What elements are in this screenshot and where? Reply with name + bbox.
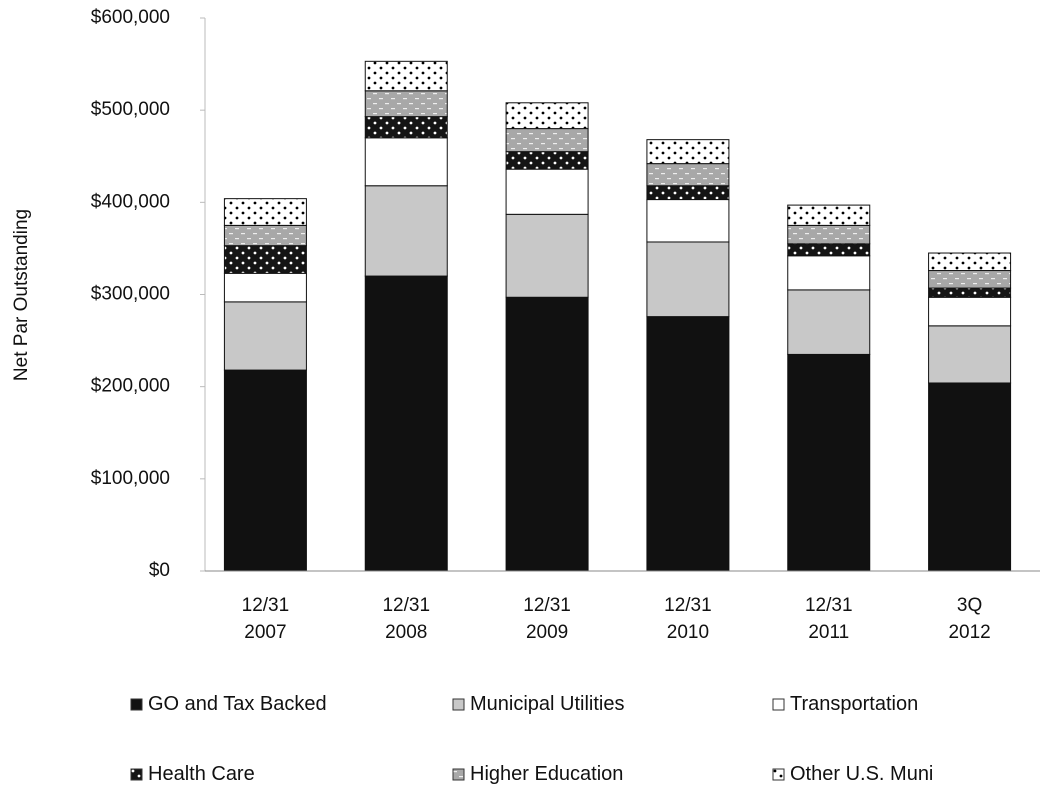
legend-swatch xyxy=(452,698,465,710)
bar-segment xyxy=(223,301,307,371)
bar-segment xyxy=(646,163,730,187)
x-tick-label: 12/31 2008 xyxy=(382,595,431,643)
legend-swatch xyxy=(130,768,143,780)
legend-entry: Higher Education xyxy=(452,763,623,786)
y-tick-label: $100,000 xyxy=(91,468,170,489)
legend-label: Higher Education xyxy=(470,763,624,785)
y-tick-label: $500,000 xyxy=(91,99,170,120)
bar-segment xyxy=(646,199,730,243)
x-tick-label: 3Q 2012 xyxy=(948,595,991,643)
bar-segment xyxy=(505,296,589,572)
bar-segment xyxy=(787,289,871,355)
x-tick-label: 12/31 2009 xyxy=(523,595,571,643)
bar-segment xyxy=(223,369,307,572)
legend-entry: Municipal Utilities xyxy=(452,693,625,716)
legend-swatch xyxy=(772,768,785,780)
y-tick-label: $0 xyxy=(149,560,170,581)
bar-segment xyxy=(646,185,730,201)
bar-segment xyxy=(928,270,1012,289)
bar-segment xyxy=(223,224,307,247)
y-tick-label: $200,000 xyxy=(91,376,170,397)
bar-segment xyxy=(787,255,871,291)
bar-segment xyxy=(364,60,448,92)
bar-segment xyxy=(928,296,1012,327)
legend-label: Transportation xyxy=(790,693,919,715)
bar-segment xyxy=(646,241,730,318)
legend-entry: Transportation xyxy=(772,693,918,716)
bar-segment xyxy=(364,275,448,572)
legend-swatch xyxy=(452,768,465,780)
bar-segment xyxy=(505,102,589,130)
bar-segment xyxy=(787,224,871,245)
bar-segment xyxy=(505,213,589,298)
bar-segment xyxy=(928,382,1012,572)
bar-segment xyxy=(787,204,871,226)
y-tick-label: $300,000 xyxy=(91,284,170,305)
bar-segment xyxy=(646,316,730,572)
legend-swatch xyxy=(772,698,785,710)
x-tick-label: 12/31 2010 xyxy=(664,595,712,643)
bar-segment xyxy=(928,252,1012,272)
x-tick-label: 12/31 2011 xyxy=(804,595,853,643)
bar-segment xyxy=(223,198,307,226)
bar-segment xyxy=(364,90,448,118)
bar-segment xyxy=(928,287,1012,298)
legend-label: GO and Tax Backed xyxy=(148,693,327,715)
bar-segment xyxy=(787,243,871,257)
bar-segment xyxy=(364,116,448,139)
legend-label: Municipal Utilities xyxy=(470,693,625,715)
y-axis-label: Net Par Outstanding xyxy=(11,209,32,381)
legend-label: Other U.S. Muni xyxy=(790,763,934,785)
bar-segment xyxy=(505,151,589,170)
bar-segment xyxy=(505,168,589,215)
legend-entry: Health Care xyxy=(130,763,255,786)
legend-label: Health Care xyxy=(148,763,255,785)
bar-segment xyxy=(646,139,730,165)
y-tick-label: $400,000 xyxy=(91,191,170,212)
bar-segment xyxy=(364,185,448,277)
legend-entry: Other U.S. Muni xyxy=(772,763,933,786)
x-tick-label: 12/31 2007 xyxy=(241,595,290,643)
y-tick-label: $600,000 xyxy=(91,7,170,28)
bar-segment xyxy=(787,353,871,572)
bar-segment xyxy=(928,325,1012,384)
bar-segment xyxy=(223,245,307,274)
bar-segment xyxy=(364,137,448,187)
legend-entry: GO and Tax Backed xyxy=(130,693,327,716)
bar-segment xyxy=(223,272,307,303)
bar-segment xyxy=(505,128,589,153)
legend-swatch xyxy=(130,698,143,710)
